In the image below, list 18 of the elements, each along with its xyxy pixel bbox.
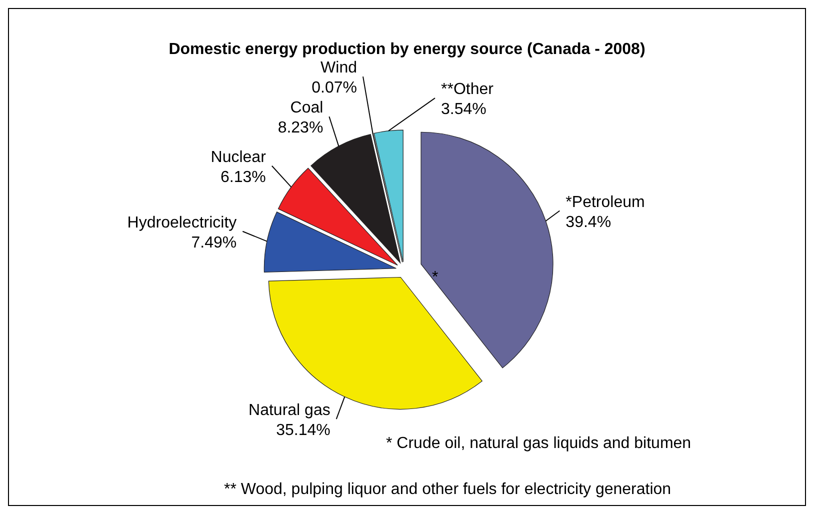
chart-title: Domestic energy production by energy source (Canada - 2008) [168,41,646,58]
text: * [432,269,438,286]
data-label: 3.54% [441,101,486,118]
slice-label: Nuclear [210,148,267,166]
data-label: 8.23% [278,120,324,137]
slice-label: Hydroelectricity [127,214,237,232]
data-label: 39.4% [566,214,612,231]
text: ** Wood, pulping liquor and other fuels for electricity generation [224,481,672,498]
slice-label: Wind [320,60,357,77]
slice-label: *Petroleum [566,194,645,211]
data-label: 0.07% [312,80,357,97]
data-label: 35.14% [276,422,330,440]
slice-label: **Other [441,81,494,98]
slice-label: Natural gas [248,402,330,420]
data-label: 7.49% [191,234,237,252]
slice-label: Coal [290,100,324,117]
text: * Crude oil, natural gas liquids and bitumen [386,435,692,452]
data-label: 6.13% [220,168,266,186]
